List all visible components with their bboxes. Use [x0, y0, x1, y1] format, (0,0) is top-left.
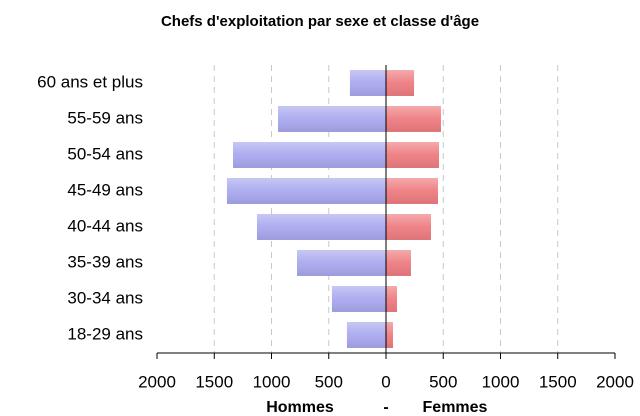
- y-tick-label: 60 ans et plus: [37, 72, 143, 91]
- bar-shine: [386, 250, 411, 276]
- y-tick-label: 50-54 ans: [67, 144, 143, 163]
- bar-shine: [331, 286, 386, 312]
- x-tick-label: 1000: [482, 372, 520, 391]
- bar-shine: [256, 214, 386, 240]
- bar-shine: [386, 106, 441, 132]
- y-tick-label: 35-39 ans: [67, 252, 143, 271]
- x-tick-label: 0: [381, 372, 390, 391]
- bar-shine: [349, 70, 386, 96]
- bar-shine: [386, 286, 397, 312]
- bar-shine: [278, 106, 386, 132]
- bar-shine: [386, 70, 415, 96]
- y-tick-label: 18-29 ans: [67, 324, 143, 343]
- bar-shine: [346, 322, 386, 348]
- bar-shine: [233, 142, 386, 168]
- y-tick-label: 30-34 ans: [67, 288, 143, 307]
- bar-shine: [226, 178, 386, 204]
- y-tick-label: 45-49 ans: [67, 180, 143, 199]
- legend-label: Femmes: [423, 399, 488, 416]
- bar-shine: [386, 322, 393, 348]
- x-tick-label: 1000: [253, 372, 291, 391]
- x-tick-label: 2000: [596, 372, 634, 391]
- legend-label: Hommes: [266, 399, 334, 416]
- bar-shine: [386, 178, 438, 204]
- x-tick-label: 500: [315, 372, 343, 391]
- bar-shine: [386, 214, 431, 240]
- bar-shine: [386, 142, 440, 168]
- x-tick-label: 1500: [195, 372, 233, 391]
- y-tick-label: 40-44 ans: [67, 216, 143, 235]
- x-label-separator: -: [383, 399, 388, 416]
- x-tick-label: 1500: [539, 372, 577, 391]
- bar-shine: [297, 250, 386, 276]
- x-tick-label: 2000: [138, 372, 176, 391]
- y-tick-label: 55-59 ans: [67, 108, 143, 127]
- x-tick-label: 500: [429, 372, 457, 391]
- chart-title: Chefs d'exploitation par sexe et classe …: [161, 13, 479, 30]
